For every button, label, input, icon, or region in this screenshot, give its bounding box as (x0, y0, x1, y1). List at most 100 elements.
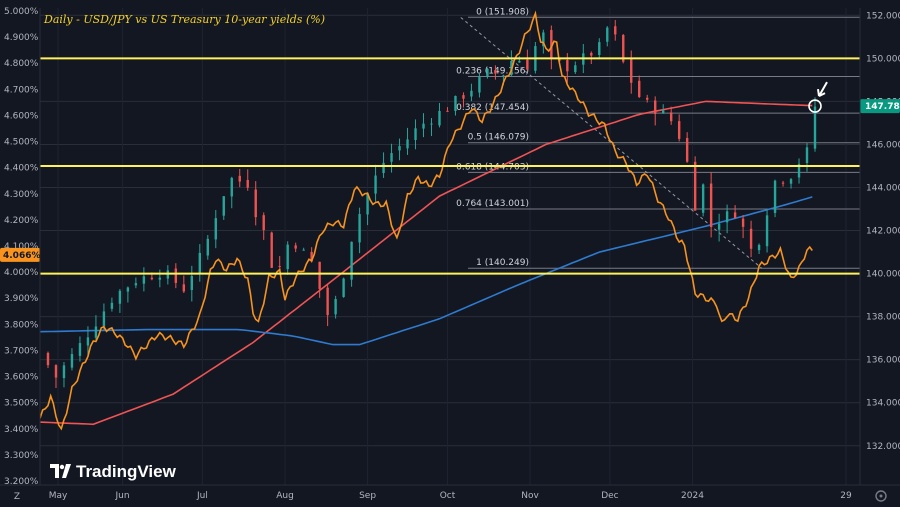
candle-body (294, 245, 297, 249)
candle-body (62, 365, 66, 379)
candle-body (701, 184, 705, 213)
candle-body (118, 290, 122, 304)
candle-body (685, 138, 689, 162)
candle-body (382, 162, 385, 174)
left-tick-label: 3.400% (4, 425, 39, 435)
left-tick-label: 5.000% (4, 7, 39, 17)
tradingview-logo-icon (50, 464, 71, 478)
right-tick-label: 140.000 (866, 270, 900, 280)
candle-body (222, 196, 225, 216)
moving-average-red (39, 100, 813, 426)
current-price-tag (860, 99, 900, 114)
candle-body (717, 223, 721, 230)
candle-body (462, 95, 465, 99)
candle-body (781, 182, 785, 184)
candle-body (797, 163, 801, 178)
left-tick-label: 4.900% (4, 33, 39, 43)
right-axis-panel (860, 0, 900, 507)
candle-body (765, 215, 769, 247)
candle-body (342, 278, 345, 297)
candle-body (622, 35, 625, 62)
tradingview-logo-dot (59, 464, 65, 470)
candle-body (590, 52, 593, 56)
candle-body (486, 68, 489, 77)
tradingview-logo-slash (62, 464, 71, 478)
fibonacci-level-label: 0.764 (143.001) (456, 199, 529, 209)
candle-body (630, 59, 633, 83)
right-tick-label: 136.000 (866, 356, 900, 366)
current-price-label: 147.782 (865, 102, 900, 112)
candle-body (334, 299, 337, 315)
candle-body (398, 146, 401, 151)
candle-body (158, 277, 162, 280)
left-tick-label: 4.700% (4, 85, 39, 95)
time-tick-label: 29 (840, 491, 852, 501)
overlay-layer: TradingView (50, 81, 828, 481)
arrow-pointer-icon (817, 81, 828, 97)
left-tick-label: 4.600% (4, 111, 39, 121)
candle-body (142, 276, 146, 284)
candle-body (326, 287, 329, 316)
left-tick-label: 3.700% (4, 346, 39, 356)
candle-body (182, 284, 186, 292)
candle-body (174, 268, 178, 283)
candle-body (805, 147, 809, 163)
candle-body (566, 60, 569, 72)
candle-body (94, 326, 98, 338)
candle-body (286, 244, 289, 270)
fibonacci-level-label: 0.236 (149.156) (456, 67, 529, 77)
right-tick-label: 146.000 (866, 140, 900, 150)
current-price-circle-marker (808, 99, 822, 113)
left-tick-label: 3.800% (4, 320, 39, 330)
candle-body (542, 32, 545, 47)
candle-body (254, 189, 257, 218)
candle-body (638, 80, 641, 97)
candle-body (646, 97, 649, 100)
candle-body (606, 27, 609, 42)
candle-body (422, 123, 425, 129)
candle-body (366, 193, 369, 215)
fibonacci-level-label: 0.5 (146.079) (468, 133, 529, 143)
fibonacci-level-label: 0.382 (147.454) (456, 103, 529, 113)
candle-body (661, 110, 665, 114)
candle-body (598, 42, 601, 56)
candlestick-layer (46, 20, 817, 388)
gear-icon-center (879, 494, 883, 498)
time-tick-label: Nov (521, 491, 539, 501)
time-zone-icon: Z (14, 492, 20, 502)
candle-body (310, 251, 313, 262)
candle-body (478, 77, 481, 93)
candle-body (46, 352, 50, 366)
candle-body (550, 30, 553, 59)
candle-body (494, 70, 497, 74)
candle-body (318, 261, 321, 289)
candle-body (78, 343, 82, 356)
candle-body (773, 180, 777, 213)
current-yield-tag (0, 247, 40, 262)
left-tick-label: 4.200% (4, 216, 39, 226)
left-tick-label: 3.600% (4, 373, 39, 383)
candle-body (526, 59, 529, 70)
candle-body (614, 26, 617, 35)
time-tick-label: May (49, 491, 68, 501)
candle-body (102, 311, 106, 327)
right-tick-label: 142.000 (866, 227, 900, 237)
time-tick-label: Dec (601, 491, 618, 501)
time-tick-label: Aug (276, 491, 294, 501)
candle-body (198, 252, 201, 275)
candle-body (470, 90, 473, 97)
tradingview-logo-mark (50, 464, 59, 478)
candle-body (238, 175, 241, 182)
grid-layer (40, 8, 860, 485)
time-tick-label: Jul (196, 491, 208, 501)
left-tick-label: 3.500% (4, 399, 39, 409)
candle-body (654, 100, 657, 114)
candle-body (669, 112, 673, 122)
fibonacci-level-label: 0.618 (144.703) (456, 162, 529, 172)
candle-body (86, 337, 90, 346)
left-tick-label: 4.500% (4, 138, 39, 148)
left-tick-label: 4.400% (4, 164, 39, 174)
